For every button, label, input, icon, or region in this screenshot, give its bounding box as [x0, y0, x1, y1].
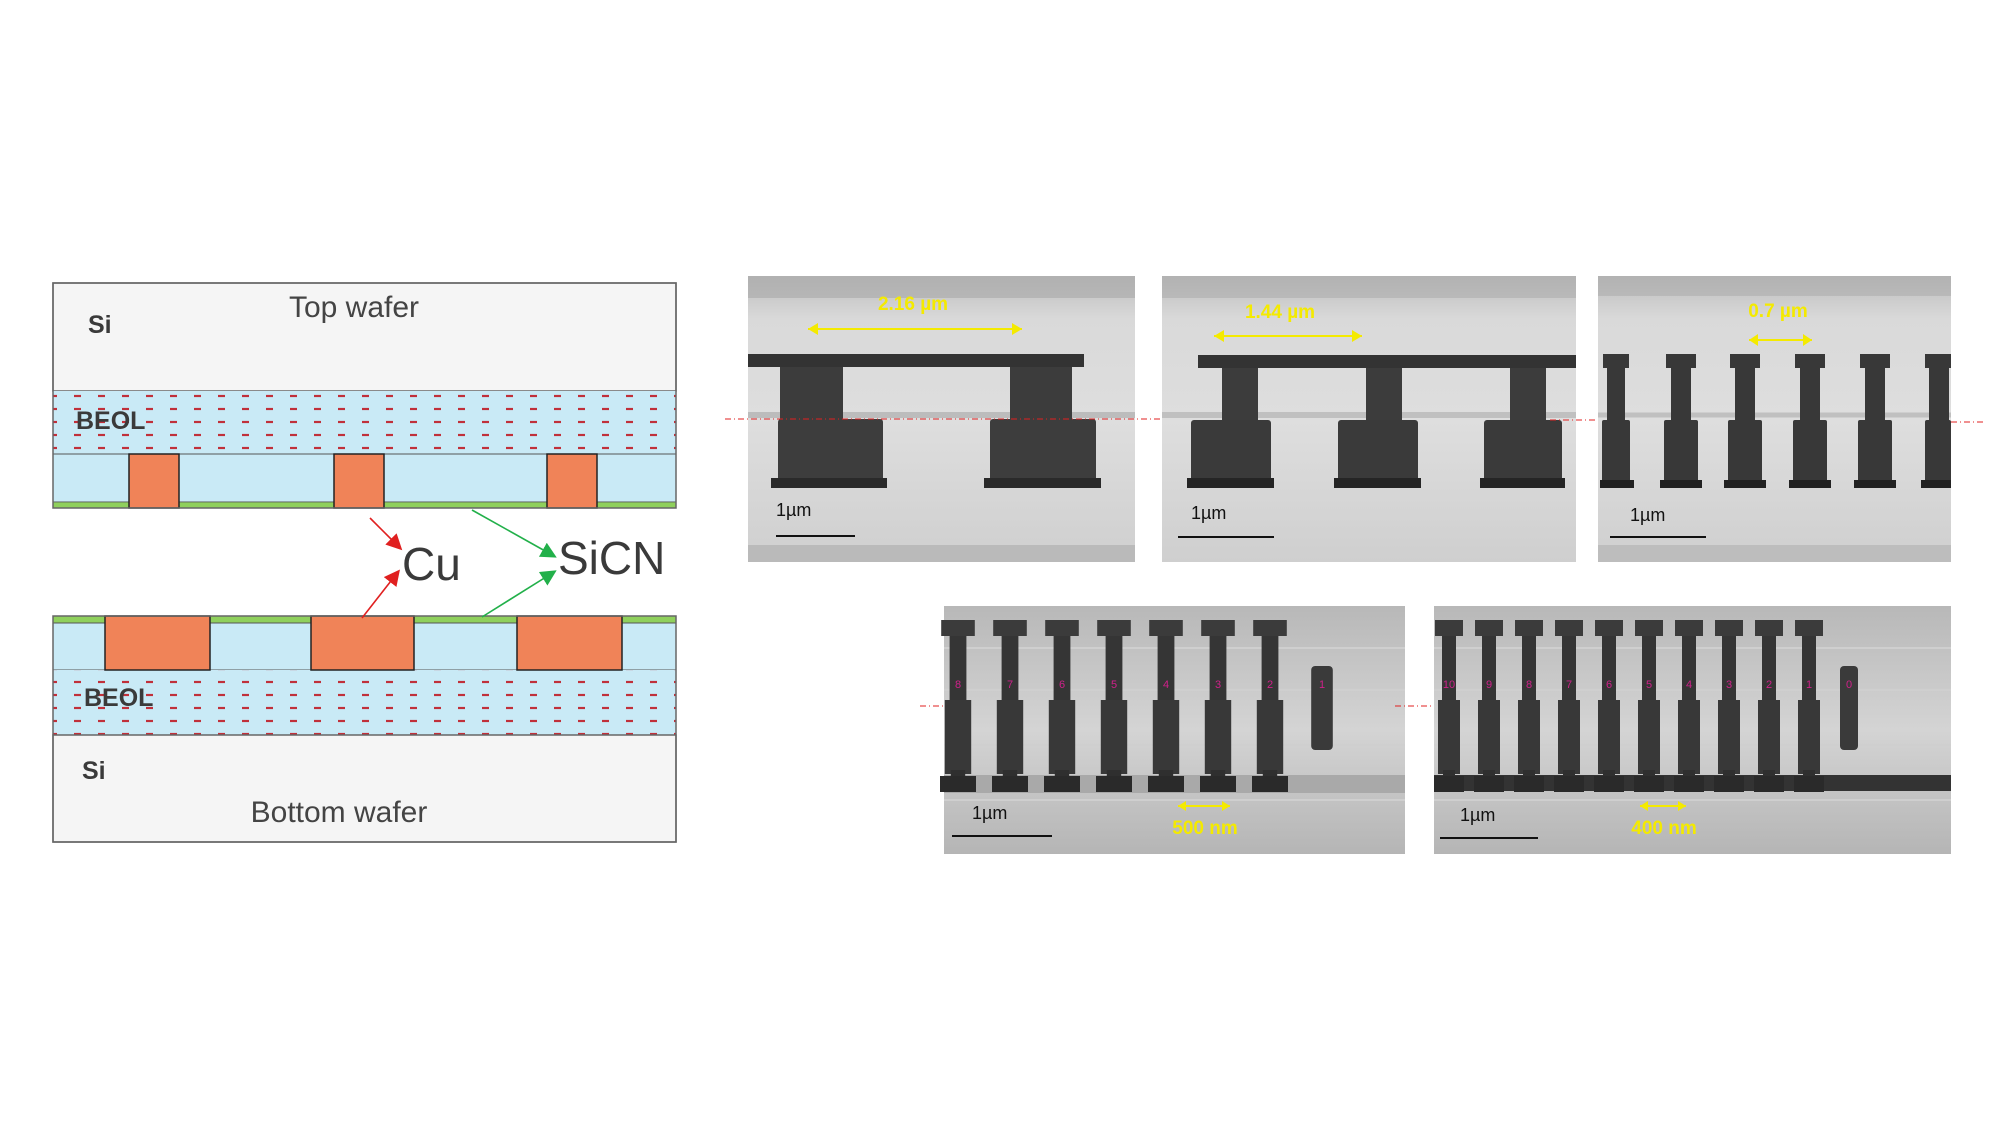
tem-pillar: 3	[1200, 620, 1236, 792]
tem-pillar: 8	[1514, 620, 1544, 792]
pillar-number: 7	[1007, 679, 1013, 691]
tem-micrograph-700nm: 0.7 µm 1µm	[1598, 276, 1985, 562]
pillar-number: 2	[1267, 679, 1273, 691]
pillar-number: 5	[1646, 679, 1652, 691]
tem-pillar: 6	[1594, 620, 1624, 792]
bottom-wafer-beol	[53, 670, 676, 735]
pillar-number: 6	[1606, 679, 1612, 691]
sicn-label: SiCN	[558, 532, 665, 584]
tem-pillar: 6	[1044, 620, 1080, 792]
top-wafer-beol	[53, 391, 676, 454]
cu-label: Cu	[402, 538, 461, 590]
tem-pillar: 2	[1252, 620, 1288, 792]
tem-micrograph-2160nm: 2.16 µm 1µm	[725, 276, 1180, 562]
tem-pillar: 5	[1634, 620, 1664, 792]
cu-arrow-from-bottom	[361, 569, 400, 619]
beol-bottom-label: BEOL	[84, 684, 153, 712]
tem-pillar: 7	[1554, 620, 1584, 792]
bottom-wafer-label: Bottom wafer	[251, 796, 428, 829]
scale-label-2: 1µm	[1191, 503, 1226, 523]
bonding-schematic: Top wafer Si BEOL BEOL Si Bottom wafer C…	[52, 282, 677, 843]
si-bottom-label: Si	[82, 757, 106, 785]
pillar-number: 7	[1566, 679, 1572, 691]
beol-top-label: BEOL	[76, 407, 145, 435]
top-cu-pad-2	[333, 453, 385, 509]
tem-pillar: 7	[992, 620, 1028, 792]
top-wafer-si	[52, 282, 677, 392]
pillar-row-400nm: 10 9 8 7 6 5 4 3 2 1 0	[1434, 620, 1858, 792]
pillar-number: 2	[1766, 679, 1772, 691]
tem-micrograph-400nm: 10 9 8 7 6 5 4 3 2 1 0 400 nm 1µm	[1395, 606, 1951, 854]
pillar-number: 3	[1726, 679, 1732, 691]
pillar-number: 8	[1526, 679, 1532, 691]
bottom-wafer-si	[52, 734, 677, 843]
tem-pillar: 2	[1754, 620, 1784, 792]
scale-label-1: 1µm	[776, 500, 811, 520]
pitch-label-2160nm: 2.16 µm	[878, 294, 948, 315]
bottom-cu-pad-3	[516, 615, 623, 671]
tem-pillar: 1	[1311, 666, 1333, 750]
pillar-number: 1	[1319, 679, 1325, 691]
sicn-arrow-from-bottom	[481, 570, 557, 618]
tem-micrograph-1440nm: 1.44 µm 1µm	[1162, 276, 1600, 562]
pillar-number: 3	[1215, 679, 1221, 691]
tem-pillar: 0	[1840, 666, 1858, 750]
pitch-label-700nm: 0.7 µm	[1748, 301, 1808, 322]
pillar-number: 6	[1059, 679, 1065, 691]
tem-pillar: 9	[1474, 620, 1504, 792]
scale-label-3: 1µm	[1630, 505, 1665, 525]
si-top-label: Si	[88, 311, 112, 339]
pillar-number: 8	[955, 679, 961, 691]
tem-pillar: 5	[1096, 620, 1132, 792]
bottom-cu-pad-1	[104, 615, 211, 671]
scale-label-4: 1µm	[972, 803, 1007, 823]
pillar-number: 1	[1806, 679, 1812, 691]
cu-arrow-from-top	[369, 517, 403, 551]
pillar-number: 5	[1111, 679, 1117, 691]
sicn-arrow-from-top	[471, 509, 557, 558]
tem-pillar: 1	[1794, 620, 1824, 792]
pitch-label-1440nm: 1.44 µm	[1245, 302, 1315, 323]
tem-pillar: 8	[940, 620, 976, 792]
pillar-number: 4	[1686, 679, 1692, 691]
pitch-label-500nm: 500 nm	[1172, 818, 1237, 839]
bottom-cu-pad-2	[310, 615, 415, 671]
tem-pillar: 4	[1148, 620, 1184, 792]
scale-label-5: 1µm	[1460, 805, 1495, 825]
pitch-label-400nm: 400 nm	[1631, 818, 1696, 839]
pillar-number: 9	[1486, 679, 1492, 691]
top-cu-pad-3	[546, 453, 598, 509]
tem-pillar: 10	[1434, 620, 1464, 792]
top-cu-pad-1	[128, 453, 180, 509]
pillar-number: 4	[1163, 679, 1169, 691]
tem-pillar: 4	[1674, 620, 1704, 792]
pillar-number: 0	[1846, 679, 1852, 691]
tem-pillar: 3	[1714, 620, 1744, 792]
pillar-row-500nm: 8 7 6 5 4 3 2 1	[940, 620, 1333, 792]
top-wafer-label: Top wafer	[289, 291, 419, 324]
pillar-number: 10	[1443, 679, 1455, 691]
tem-micrograph-500nm: 8 7 6 5 4 3 2 1 500 nm 1µm	[920, 606, 1405, 854]
